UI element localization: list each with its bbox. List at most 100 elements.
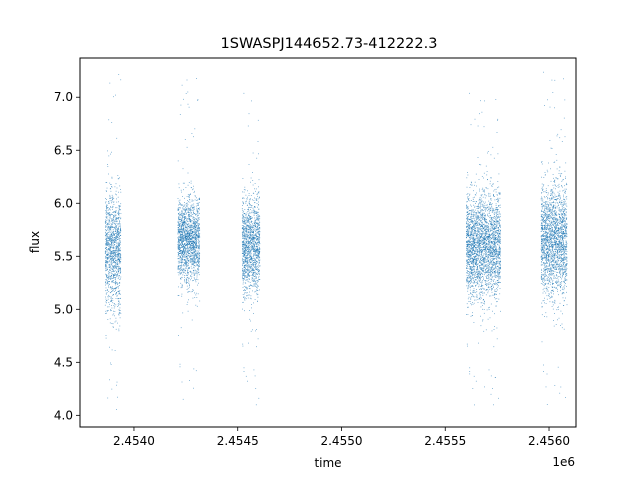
data-point: [198, 261, 200, 263]
data-point: [181, 225, 183, 227]
data-point: [106, 260, 108, 261]
data-point: [118, 293, 120, 295]
data-point: [494, 224, 495, 225]
data-point: [248, 164, 250, 165]
data-point: [245, 220, 247, 222]
data-point: [188, 197, 190, 198]
data-point: [253, 235, 255, 237]
data-point: [473, 250, 475, 252]
data-point: [189, 246, 191, 248]
data-point: [180, 260, 182, 261]
data-point: [254, 227, 256, 229]
data-point: [185, 93, 187, 94]
data-point: [247, 228, 249, 230]
data-point: [119, 275, 120, 277]
data-point: [198, 251, 199, 253]
data-point: [191, 220, 193, 222]
data-point: [492, 253, 493, 254]
data-point: [178, 219, 180, 221]
data-point: [245, 230, 246, 232]
data-point: [193, 231, 195, 233]
data-point: [112, 226, 113, 227]
data-point: [243, 92, 245, 94]
data-point: [113, 277, 115, 279]
data-point: [120, 217, 122, 219]
data-point: [186, 244, 188, 246]
data-point: [118, 254, 119, 255]
data-point: [113, 220, 115, 222]
data-point: [111, 305, 112, 306]
data-point: [258, 256, 260, 257]
data-point: [111, 262, 113, 263]
data-point: [196, 235, 198, 236]
data-point: [466, 263, 468, 264]
data-point: [115, 250, 116, 252]
data-point: [117, 224, 119, 226]
data-point: [192, 246, 194, 247]
data-point: [198, 202, 200, 203]
data-point: [194, 270, 196, 272]
data-point: [179, 261, 181, 263]
data-point: [179, 273, 181, 274]
data-point: [258, 255, 260, 256]
data-point: [181, 272, 182, 274]
data-point: [108, 264, 110, 266]
data-point: [190, 206, 192, 207]
data-point: [485, 187, 487, 189]
data-point: [112, 326, 114, 328]
data-point: [483, 245, 485, 247]
data-point: [108, 232, 109, 233]
data-point: [109, 244, 111, 246]
data-point: [255, 265, 256, 267]
data-point: [119, 229, 121, 231]
data-point: [252, 227, 253, 229]
data-point: [178, 213, 179, 215]
data-point: [253, 243, 255, 244]
data-point: [195, 237, 197, 239]
data-point: [243, 229, 245, 231]
data-point: [177, 207, 179, 209]
data-point: [251, 307, 252, 309]
data-point: [185, 211, 186, 212]
data-point: [183, 253, 185, 254]
data-point: [118, 213, 120, 214]
data-point: [180, 265, 181, 266]
data-point: [481, 111, 483, 113]
data-point: [256, 243, 257, 244]
data-point: [117, 247, 119, 249]
data-point: [107, 223, 108, 224]
data-point: [118, 310, 120, 311]
data-point: [108, 209, 110, 210]
data-point: [492, 271, 494, 273]
data-point: [257, 253, 258, 255]
data-point: [182, 236, 184, 238]
data-point: [111, 242, 112, 244]
data-point: [182, 238, 184, 239]
data-point: [258, 241, 260, 243]
data-point: [178, 204, 179, 206]
data-point: [109, 295, 110, 297]
data-point: [180, 226, 182, 228]
data-point: [480, 291, 482, 293]
data-point: [112, 223, 114, 224]
data-point: [178, 235, 180, 237]
data-point: [114, 250, 116, 251]
data-point: [250, 221, 252, 222]
data-point: [245, 244, 246, 245]
data-point: [198, 247, 200, 248]
data-point: [188, 241, 190, 242]
data-point: [256, 229, 257, 231]
data-point: [255, 273, 257, 275]
data-point: [194, 223, 196, 224]
data-point: [244, 260, 246, 262]
data-point: [118, 248, 119, 249]
data-point: [488, 280, 489, 281]
data-point: [177, 220, 179, 222]
data-point: [250, 227, 251, 229]
data-point: [198, 231, 199, 233]
data-point: [193, 244, 194, 245]
data-point: [115, 211, 117, 213]
data-point: [249, 247, 250, 248]
data-point: [477, 210, 479, 212]
data-point: [187, 224, 189, 226]
